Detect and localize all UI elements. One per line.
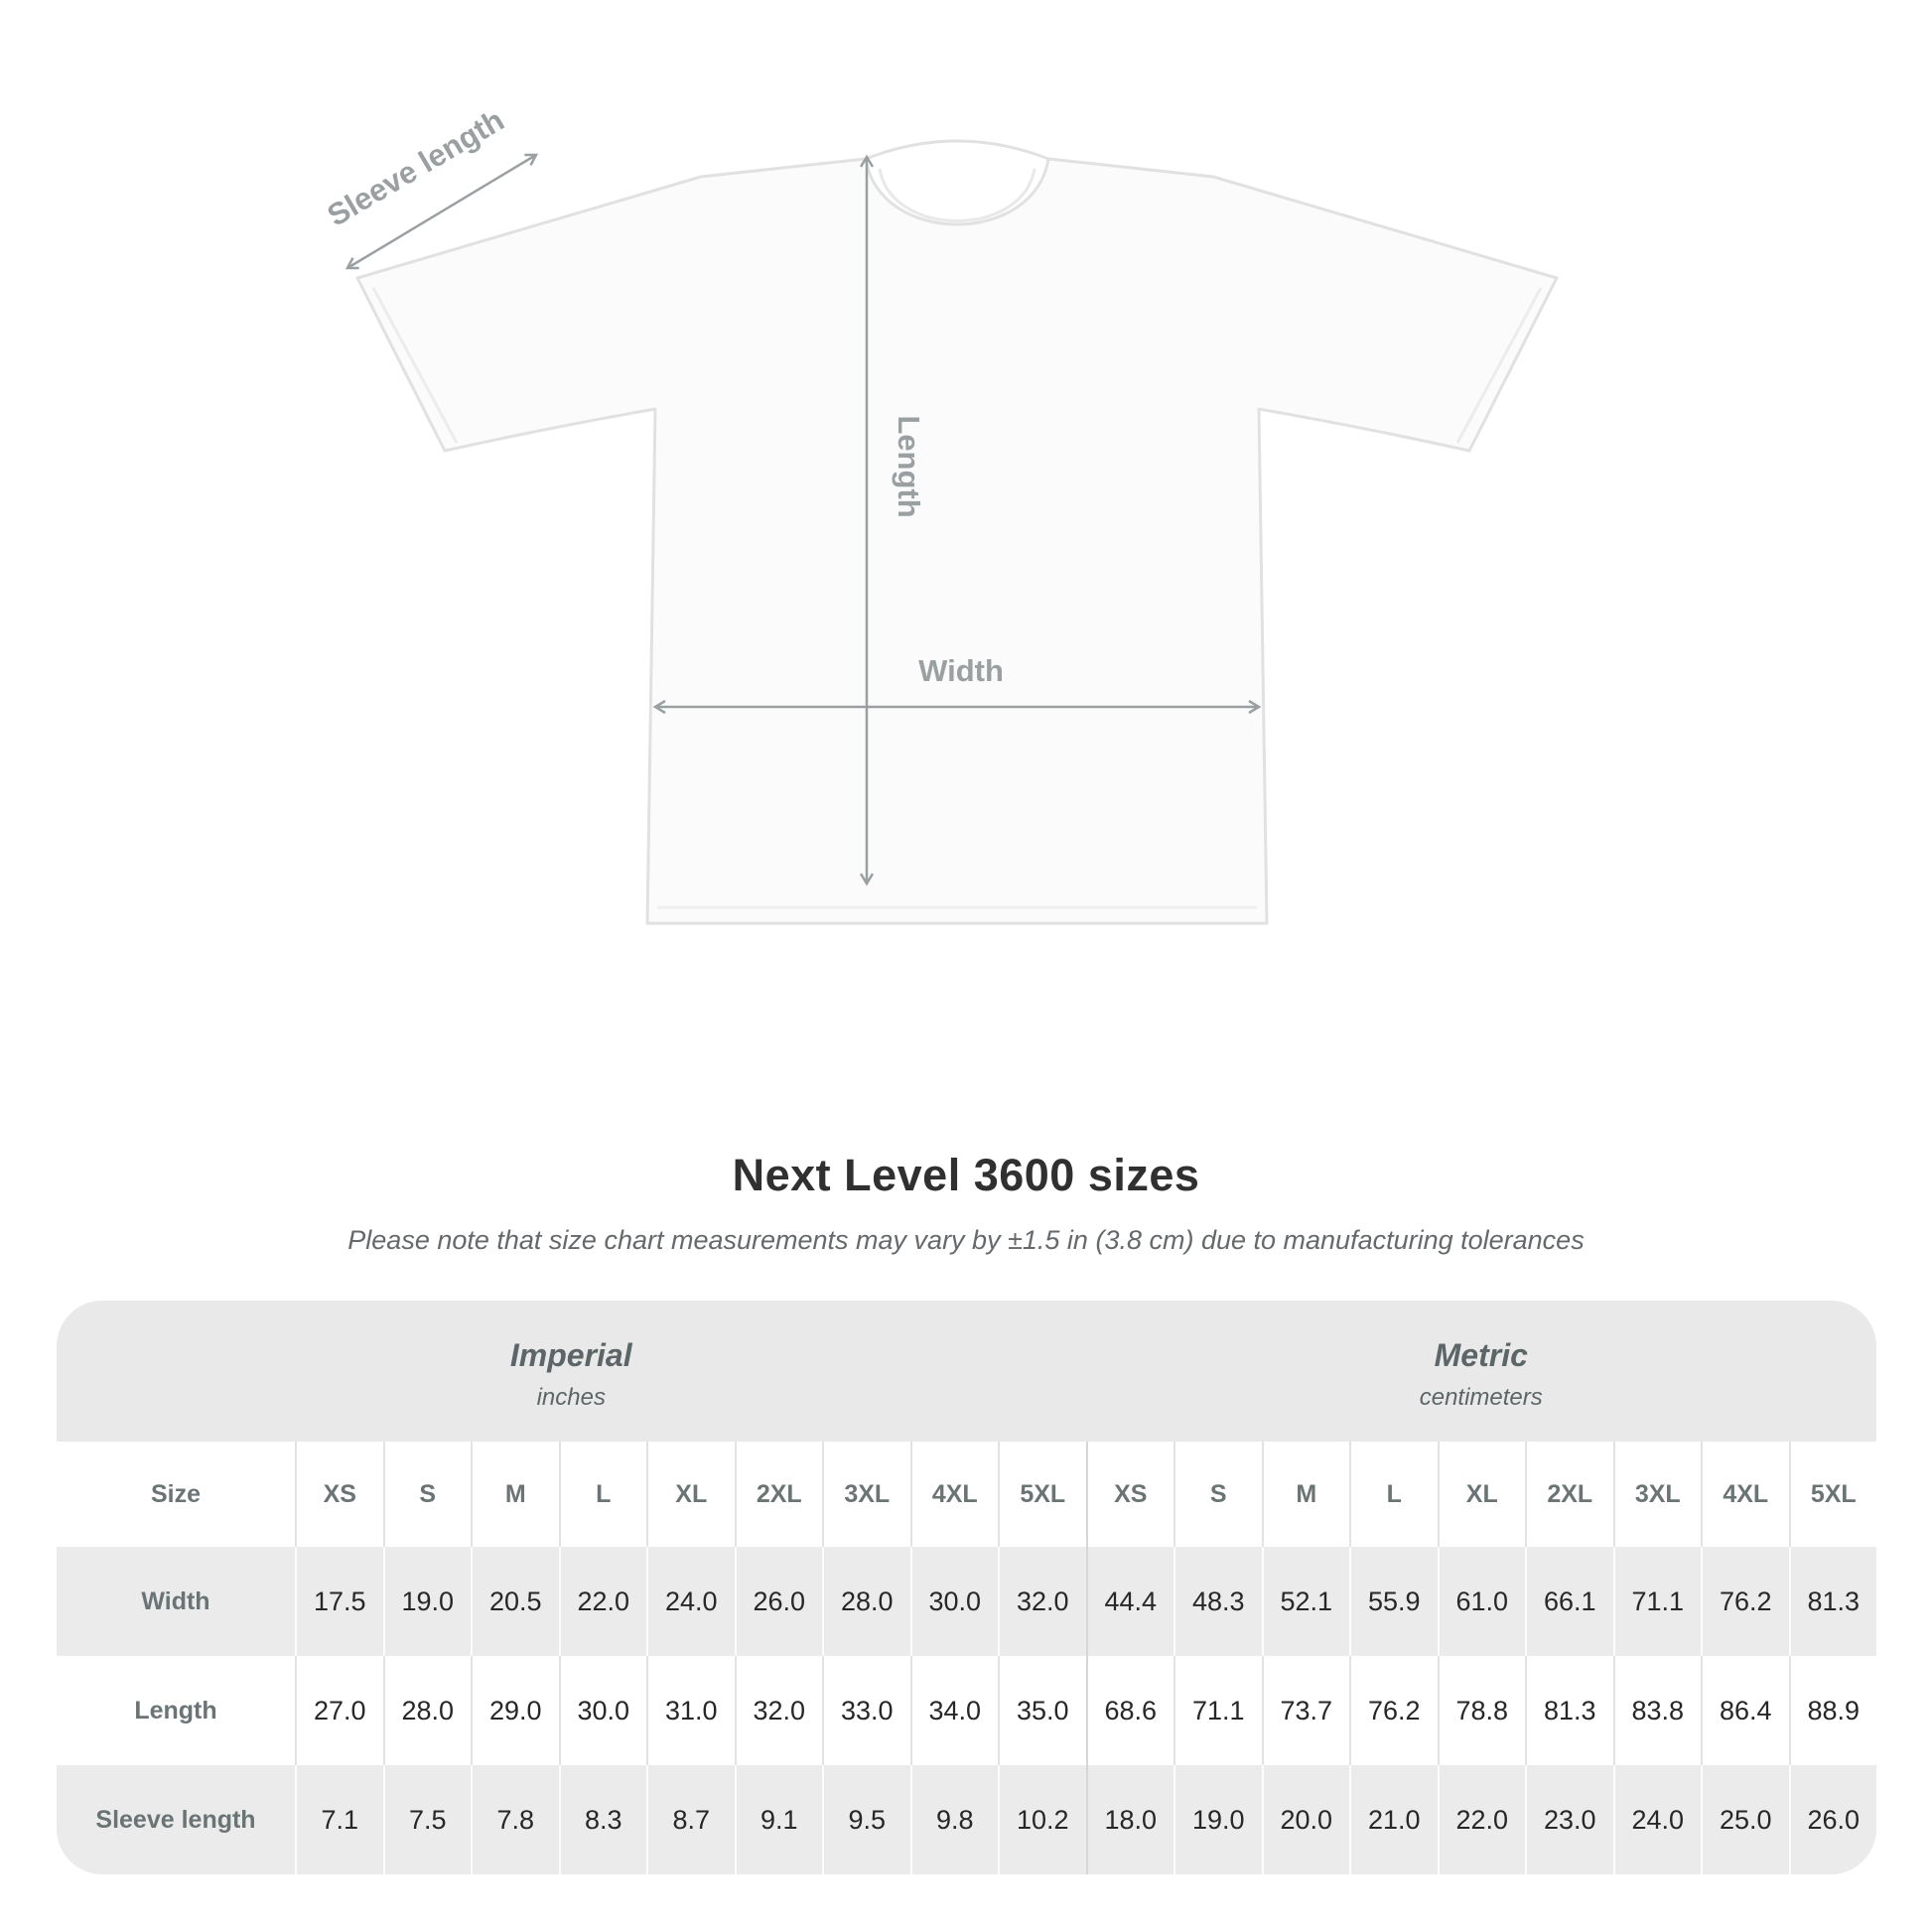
sleeve-length-row-label: Sleeve length — [57, 1765, 295, 1874]
width-imperial-value: 32.0 — [998, 1547, 1086, 1656]
length-row-label: Length — [57, 1656, 295, 1765]
width-imperial-value: 19.0 — [382, 1547, 471, 1656]
width-imperial-value: 22.0 — [558, 1547, 646, 1656]
sleeve-imperial-value: 9.5 — [822, 1765, 910, 1874]
width-imperial-value: 24.0 — [646, 1547, 735, 1656]
width-metric-value: 81.3 — [1788, 1547, 1876, 1656]
sleeve-length-arrow — [347, 155, 536, 268]
sleeve-metric-value: 26.0 — [1788, 1765, 1876, 1874]
sleeve-imperial-value: 9.1 — [734, 1765, 822, 1874]
metric-size-xs: XS — [1085, 1442, 1173, 1547]
metric-size-m: M — [1261, 1442, 1349, 1547]
sleeve-length-label: Sleeve length — [322, 102, 510, 233]
width-metric-value: 44.4 — [1085, 1547, 1173, 1656]
imperial-size-s: S — [382, 1442, 471, 1547]
imperial-size-4xl: 4XL — [909, 1442, 998, 1547]
width-metric-value: 66.1 — [1525, 1547, 1613, 1656]
sleeve-metric-value: 20.0 — [1261, 1765, 1349, 1874]
imperial-size-5xl: 5XL — [998, 1442, 1086, 1547]
sleeve-metric-value: 23.0 — [1525, 1765, 1613, 1874]
length-imperial-value: 31.0 — [646, 1656, 735, 1765]
width-metric-value: 71.1 — [1612, 1547, 1701, 1656]
sleeve-imperial-value: 10.2 — [998, 1765, 1086, 1874]
imperial-section-header: Imperial inches — [57, 1301, 1086, 1442]
length-imperial-value: 34.0 — [909, 1656, 998, 1765]
sleeve-imperial-value: 7.5 — [382, 1765, 471, 1874]
collar-back-seam — [865, 139, 1049, 161]
metric-size-5xl: 5XL — [1788, 1442, 1876, 1547]
imperial-size-l: L — [558, 1442, 646, 1547]
imperial-size-3xl: 3XL — [822, 1442, 910, 1547]
length-metric-value: 68.6 — [1085, 1656, 1173, 1765]
width-imperial-value: 30.0 — [909, 1547, 998, 1656]
width-imperial-value: 28.0 — [822, 1547, 910, 1656]
metric-size-3xl: 3XL — [1612, 1442, 1701, 1547]
length-metric-value: 73.7 — [1261, 1656, 1349, 1765]
sleeve-metric-value: 25.0 — [1701, 1765, 1789, 1874]
page-title: Next Level 3600 sizes — [732, 1150, 1200, 1200]
width-metric-value: 48.3 — [1173, 1547, 1262, 1656]
length-imperial-value: 30.0 — [558, 1656, 646, 1765]
length-imperial-value: 32.0 — [734, 1656, 822, 1765]
length-metric-value: 86.4 — [1701, 1656, 1789, 1765]
metric-unit: centimeters — [1419, 1383, 1543, 1411]
length-metric-value: 76.2 — [1349, 1656, 1438, 1765]
right-sleeve-seam — [1455, 287, 1543, 444]
length-imperial-value: 35.0 — [998, 1656, 1086, 1765]
length-metric-value: 88.9 — [1788, 1656, 1876, 1765]
imperial-size-xl: XL — [646, 1442, 735, 1547]
imperial-label: Imperial — [509, 1336, 632, 1373]
sleeve-metric-value: 18.0 — [1085, 1765, 1173, 1874]
metric-label: Metric — [1434, 1336, 1528, 1373]
metric-size-s: S — [1173, 1442, 1262, 1547]
length-imperial-value: 29.0 — [471, 1656, 559, 1765]
length-metric-value: 78.8 — [1437, 1656, 1525, 1765]
metric-size-xl: XL — [1437, 1442, 1525, 1547]
length-metric-value: 83.8 — [1612, 1656, 1701, 1765]
width-metric-value: 76.2 — [1701, 1547, 1789, 1656]
length-imperial-value: 28.0 — [382, 1656, 471, 1765]
sleeve-imperial-value: 7.8 — [471, 1765, 559, 1874]
width-imperial-value: 17.5 — [295, 1547, 383, 1656]
sleeve-metric-value: 22.0 — [1437, 1765, 1525, 1874]
tolerance-note: Please note that size chart measurements… — [347, 1225, 1585, 1255]
length-label: Length — [892, 415, 926, 517]
collar-inner-seam — [878, 168, 1036, 222]
tshirt-measurement-diagram: Sleeve length Length Width — [322, 102, 1559, 925]
length-imperial-value: 33.0 — [822, 1656, 910, 1765]
width-row-label: Width — [57, 1547, 295, 1656]
width-label: Width — [918, 653, 1004, 688]
imperial-size-m: M — [471, 1442, 559, 1547]
size-header-cell: Size — [57, 1442, 295, 1547]
sleeve-imperial-value: 9.8 — [909, 1765, 998, 1874]
metric-size-4xl: 4XL — [1701, 1442, 1789, 1547]
width-metric-value: 52.1 — [1261, 1547, 1349, 1656]
sleeve-imperial-value: 7.1 — [295, 1765, 383, 1874]
width-metric-value: 61.0 — [1437, 1547, 1525, 1656]
sleeve-metric-value: 19.0 — [1173, 1765, 1262, 1874]
metric-size-2xl: 2XL — [1525, 1442, 1613, 1547]
length-metric-value: 71.1 — [1173, 1656, 1262, 1765]
metric-section-header: Metric centimeters — [1085, 1301, 1876, 1442]
length-metric-value: 81.3 — [1525, 1656, 1613, 1765]
sleeve-metric-value: 21.0 — [1349, 1765, 1438, 1874]
sleeve-metric-value: 24.0 — [1612, 1765, 1701, 1874]
imperial-size-2xl: 2XL — [734, 1442, 822, 1547]
sleeve-imperial-value: 8.3 — [558, 1765, 646, 1874]
size-table: Imperial inches Metric centimeters Size … — [57, 1301, 1876, 1874]
left-sleeve-seam — [371, 287, 459, 444]
width-imperial-value: 20.5 — [471, 1547, 559, 1656]
imperial-unit: inches — [536, 1383, 606, 1411]
width-metric-value: 55.9 — [1349, 1547, 1438, 1656]
imperial-size-xs: XS — [295, 1442, 383, 1547]
tshirt-illustration — [355, 157, 1559, 925]
width-imperial-value: 26.0 — [734, 1547, 822, 1656]
length-imperial-value: 27.0 — [295, 1656, 383, 1765]
sleeve-imperial-value: 8.7 — [646, 1765, 735, 1874]
metric-size-l: L — [1349, 1442, 1438, 1547]
